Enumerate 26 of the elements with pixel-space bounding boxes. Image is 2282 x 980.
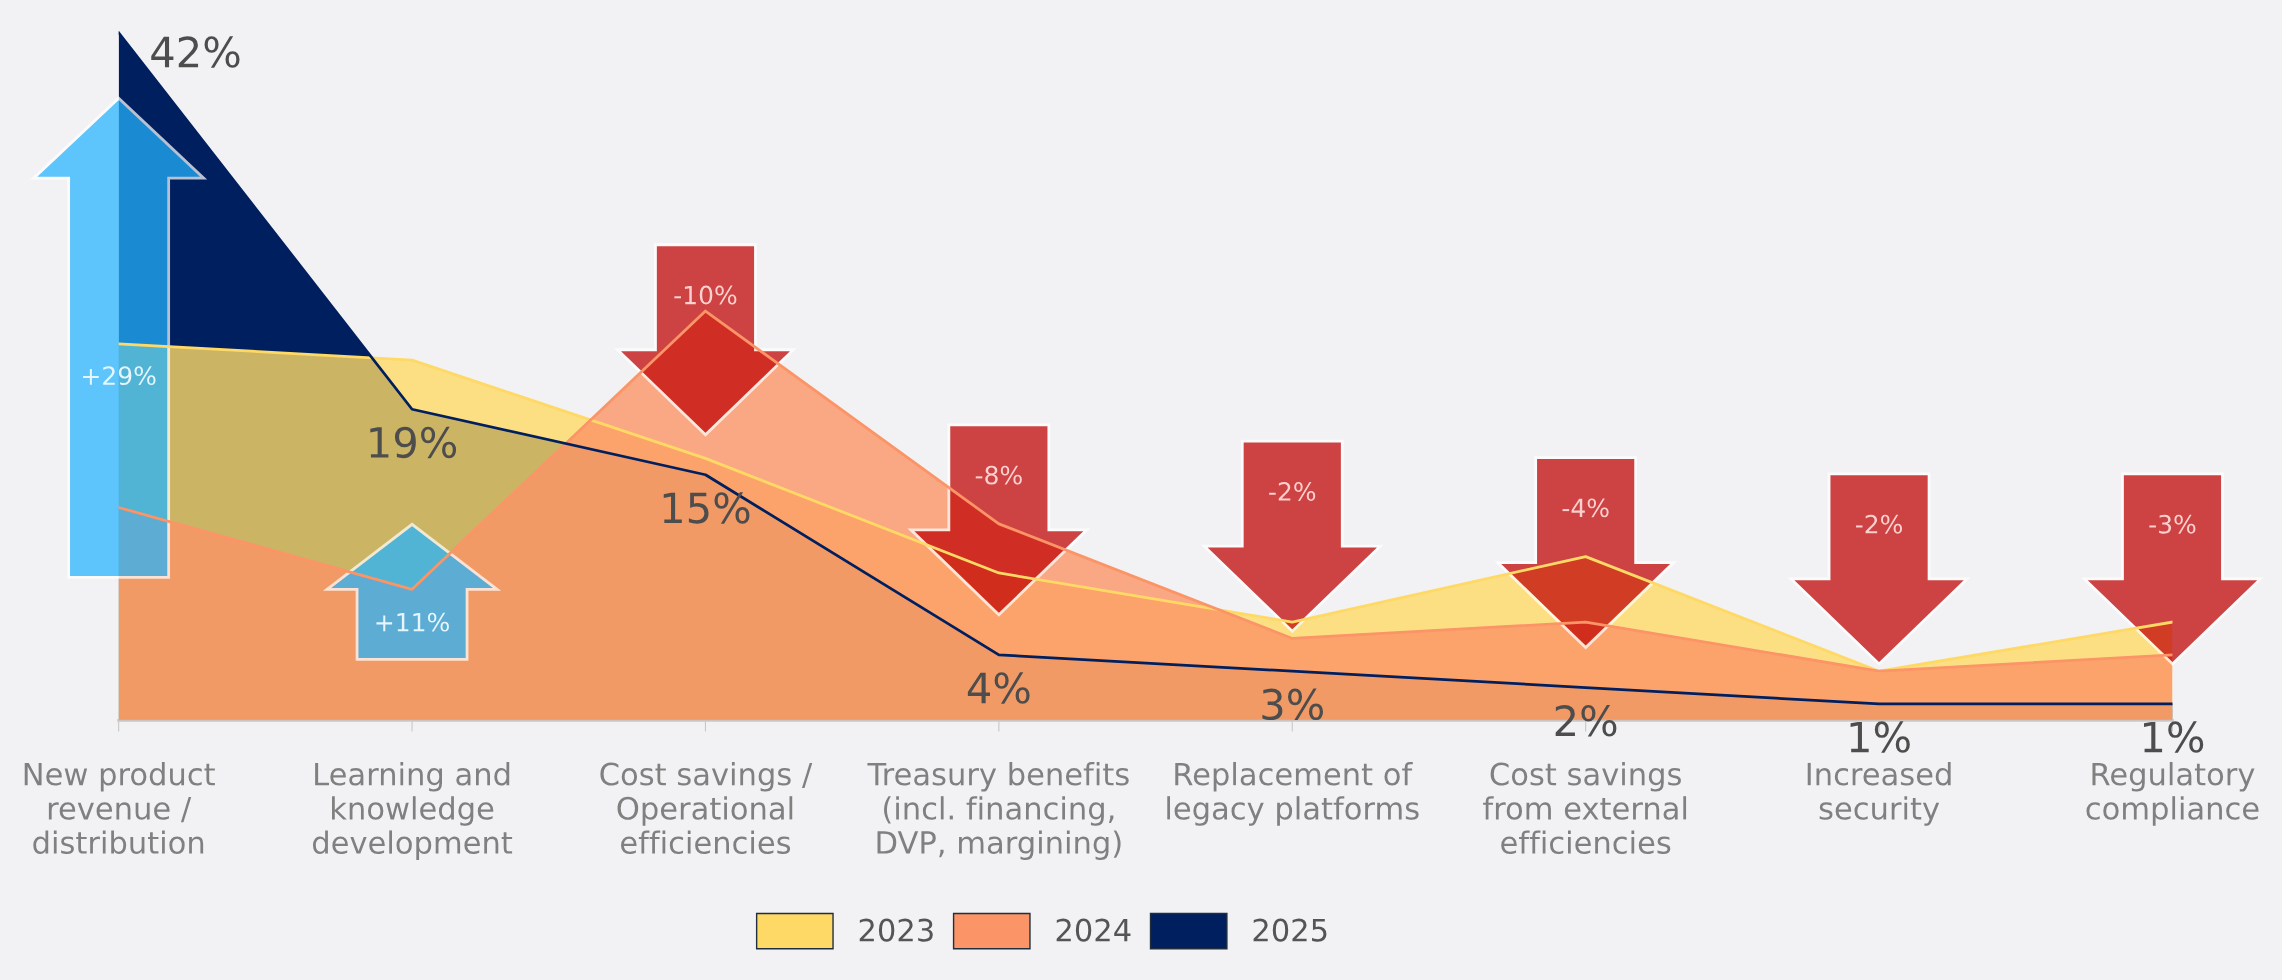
data-label: 19% bbox=[370, 426, 457, 459]
data-label: 3% bbox=[1262, 688, 1324, 721]
x-tick-label: Regulatory compliance bbox=[2086, 761, 2259, 826]
annotation: -10% bbox=[674, 285, 737, 305]
legend-label: 2025 bbox=[1253, 918, 1327, 942]
legend-label: 2023 bbox=[859, 918, 933, 942]
annotation: +11% bbox=[376, 612, 449, 632]
data-label: 4% bbox=[967, 672, 1030, 704]
x-tick-label: Cost savings from external efficiencies bbox=[1483, 761, 1687, 855]
annotation: -8% bbox=[975, 465, 1022, 485]
data-label: 42% bbox=[151, 36, 240, 68]
annotation: -4% bbox=[1562, 498, 1609, 518]
data-label: 1% bbox=[1850, 721, 1910, 753]
x-tick-label: Treasury benefits (incl. financing, DVP, margining) bbox=[867, 761, 1129, 860]
annotation: -2% bbox=[1269, 482, 1316, 501]
legend-label: 2024 bbox=[1056, 918, 1131, 942]
x-tick-label: Replacement of legacy platforms bbox=[1167, 761, 1419, 826]
x-tick-label: Cost savings / Operational efficiencies bbox=[600, 761, 813, 855]
annotation: -2% bbox=[1855, 514, 1903, 534]
x-tick-label: New product revenue / distribution bbox=[24, 761, 215, 855]
annotation: -3% bbox=[2149, 514, 2196, 534]
data-label: 1% bbox=[2143, 721, 2204, 753]
annotation: +29% bbox=[83, 366, 156, 386]
x-tick-label: Learning and knowledge development bbox=[312, 761, 513, 860]
x-tick-label: Increased security bbox=[1807, 761, 1951, 826]
data-label: 15% bbox=[663, 492, 750, 524]
